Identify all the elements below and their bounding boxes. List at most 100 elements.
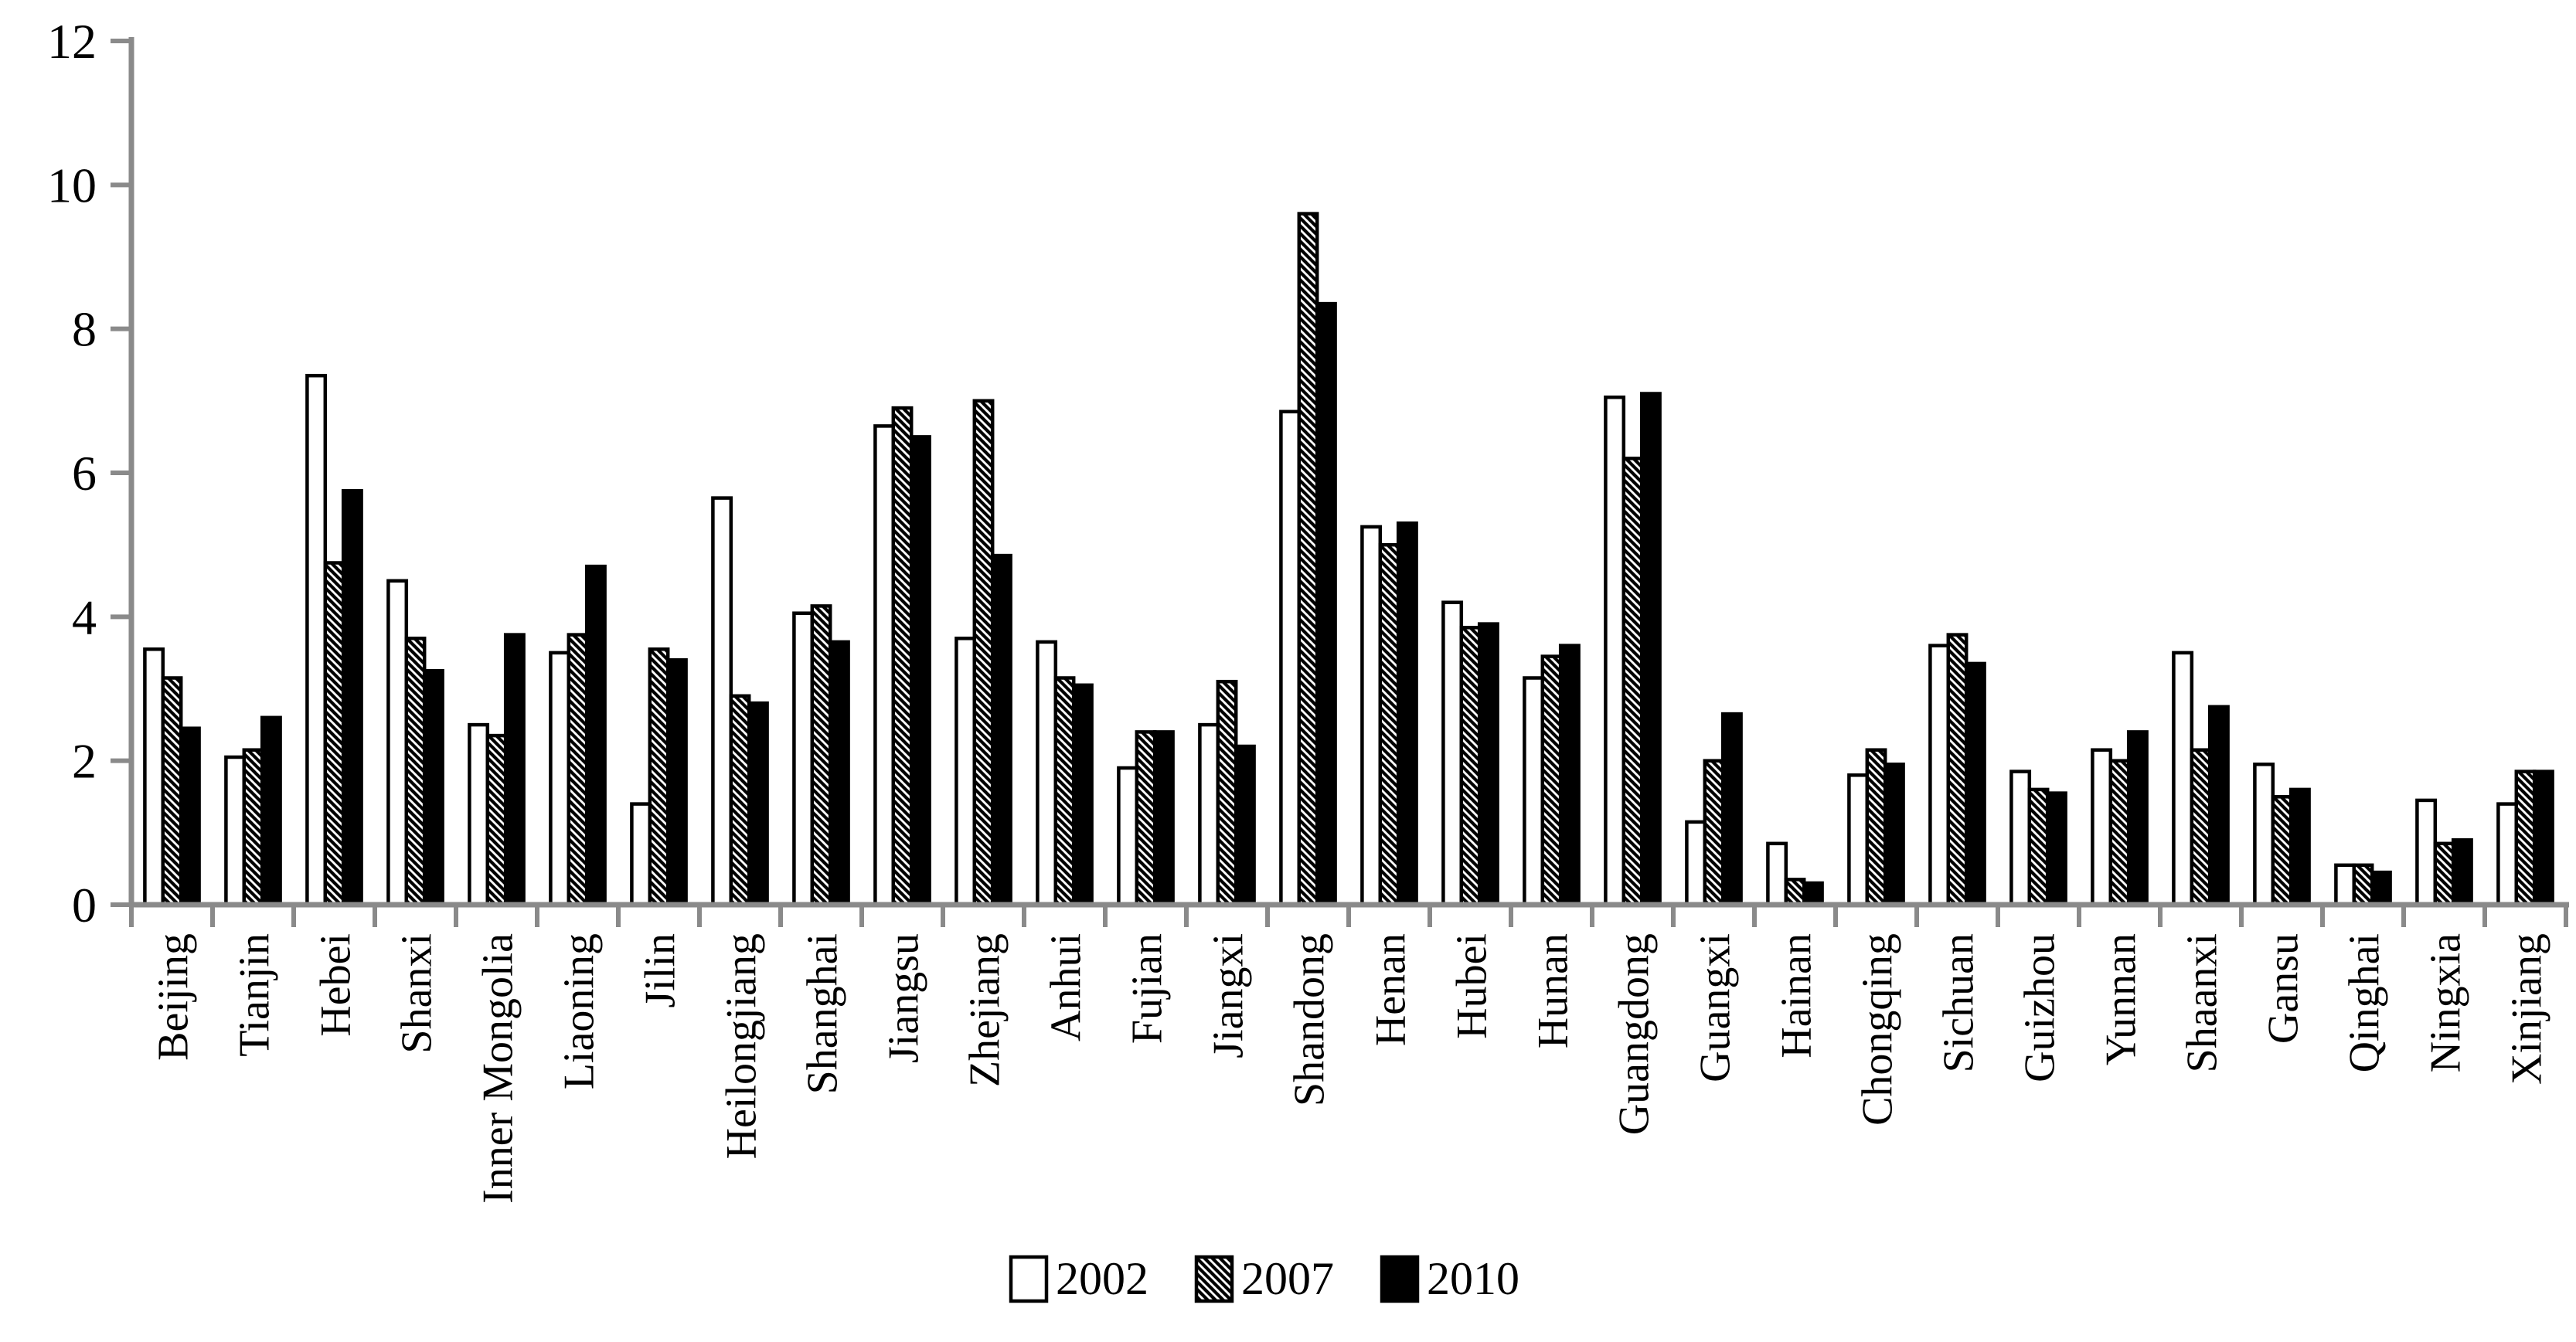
y-tick-label: 6 [72, 446, 97, 501]
legend-item-2007: 2007 [1194, 1253, 1334, 1304]
x-category-label: Beijing [150, 933, 198, 1061]
x-category-label: Hunan [1530, 933, 1577, 1048]
x-category-label: Hainan [1773, 933, 1821, 1058]
bar-hainan-2002 [1766, 841, 1788, 907]
bar-hubei-2010 [1477, 622, 1499, 907]
bar-shanghai-2010 [828, 640, 850, 907]
bar-gansu-2010 [2288, 787, 2311, 907]
bar-shanxi-2007 [404, 637, 427, 907]
x-category-label: Jilin [637, 933, 685, 1007]
bar-guizhou-2010 [2045, 791, 2067, 907]
bar-heilongjiang-2007 [729, 694, 751, 907]
x-category-label: Guangxi [1692, 933, 1740, 1082]
bar-shanghai-2007 [810, 604, 832, 907]
x-category-label: Heilongjiang [718, 933, 766, 1159]
x-category-label: Jiangxi [1205, 933, 1253, 1058]
bar-chongqing-2007 [1865, 748, 1887, 907]
x-category-label: Tianjin [231, 933, 279, 1057]
bar-hunan-2002 [1523, 676, 1545, 907]
bar-shandong-2002 [1279, 409, 1302, 907]
bar-shaanxi-2010 [2207, 705, 2230, 907]
bar-xinjiang-2010 [2532, 770, 2554, 907]
bar-sichuan-2010 [1964, 661, 1986, 907]
x-axis-labels: Beijing Tianjin Hebei Shanxi Inner Mongolia L… [150, 933, 2551, 1204]
y-tick-label: 4 [72, 589, 97, 644]
bar-xinjiang-2002 [2496, 802, 2519, 907]
x-category-label: Sichuan [1935, 933, 1983, 1072]
legend-item-2002: 2002 [1009, 1253, 1148, 1304]
bar-yunnan-2010 [2126, 730, 2149, 907]
bar-jiangsu-2010 [909, 435, 931, 907]
bar-liaoning-2007 [567, 633, 589, 907]
bar-shanxi-2010 [422, 668, 444, 907]
bar-inner-mongolia-2007 [485, 733, 508, 907]
bar-qinghai-2002 [2334, 863, 2357, 907]
bar-henan-2010 [1396, 521, 1418, 907]
bar-henan-2007 [1378, 542, 1400, 907]
legend-label: 2007 [1241, 1253, 1334, 1304]
x-category-label: Guizhou [2016, 933, 2064, 1082]
bar-hebei-2010 [341, 489, 363, 907]
x-category-label: Qinghai [2341, 933, 2389, 1072]
bar-hebei-2002 [305, 373, 328, 907]
bar-hunan-2007 [1540, 654, 1563, 907]
bar-xinjiang-2007 [2514, 770, 2537, 907]
y-tick-label: 10 [47, 158, 97, 212]
bar-anhui-2007 [1053, 676, 1076, 907]
bar-hubei-2007 [1459, 626, 1482, 907]
bar-yunnan-2002 [2091, 748, 2113, 907]
legend-label: 2002 [1056, 1253, 1148, 1304]
x-category-label: Shandong [1286, 933, 1334, 1106]
bar-guangxi-2002 [1685, 820, 1707, 907]
x-category-label: Xinjiang [2503, 933, 2551, 1085]
x-category-label: Henan [1367, 933, 1415, 1046]
bar-hainan-2010 [1802, 881, 1824, 907]
bar-ningxia-2010 [2451, 837, 2473, 907]
y-axis-labels: 0 2 4 6 8 10 12 [47, 14, 97, 933]
bar-jiangxi-2010 [1234, 744, 1256, 907]
plot-area [143, 212, 2554, 907]
x-category-label: Chongqing [1854, 933, 1902, 1126]
bar-tianjin-2002 [224, 755, 247, 907]
bar-sichuan-2007 [1946, 633, 1969, 907]
x-category-label: Ningxia [2422, 933, 2470, 1073]
y-tick-label: 8 [72, 302, 97, 357]
x-category-label: Yunnan [2098, 933, 2146, 1065]
bar-hubei-2002 [1441, 600, 1464, 907]
bar-anhui-2002 [1036, 640, 1058, 907]
bar-shandong-2010 [1315, 301, 1337, 907]
legend-swatch-black [1380, 1255, 1420, 1303]
bar-guizhou-2002 [2009, 770, 2032, 907]
bar-fujian-2010 [1152, 730, 1175, 907]
bar-jiangsu-2007 [891, 406, 914, 907]
legend-item-2010: 2010 [1380, 1253, 1519, 1304]
axes [111, 37, 2569, 927]
bar-shanghai-2002 [792, 611, 815, 907]
x-category-label: Shaanxi [2179, 933, 2227, 1072]
bar-anhui-2010 [1071, 683, 1094, 907]
bar-beijing-2007 [161, 676, 183, 907]
bar-shandong-2007 [1297, 212, 1319, 907]
x-category-label: Fujian [1124, 933, 1172, 1044]
bar-tianjin-2010 [260, 715, 282, 907]
bar-chongqing-2010 [1883, 763, 1905, 907]
x-category-label: Anhui [1043, 933, 1091, 1041]
bar-sichuan-2002 [1928, 644, 1951, 907]
bar-hainan-2007 [1784, 878, 1806, 907]
bar-guangxi-2010 [1720, 712, 1743, 907]
bar-yunnan-2007 [2108, 759, 2131, 907]
bar-beijing-2010 [179, 726, 201, 907]
x-category-label: Guangdong [1611, 933, 1659, 1135]
bar-fujian-2002 [1117, 766, 1139, 907]
bar-liaoning-2010 [584, 564, 607, 907]
y-tick-label: 12 [47, 14, 97, 69]
x-category-label: Jiangsu [880, 933, 928, 1063]
bar-inner-mongolia-2010 [503, 633, 526, 907]
bar-chongqing-2002 [1847, 773, 1870, 907]
legend: 2002 2007 2010 [1009, 1253, 1519, 1304]
bar-guangdong-2010 [1639, 392, 1662, 907]
bar-ningxia-2007 [2433, 841, 2455, 907]
bar-zhejiang-2002 [955, 637, 977, 907]
